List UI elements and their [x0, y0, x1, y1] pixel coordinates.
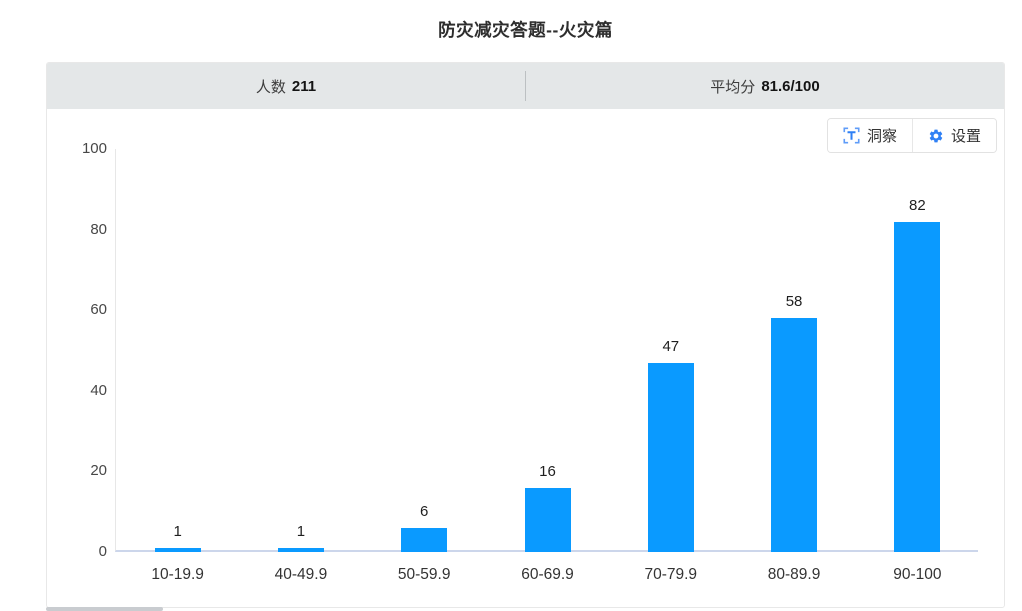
bar-value-label: 1	[296, 523, 306, 540]
insight-icon	[843, 127, 860, 144]
stat-respondents: 人数 211	[47, 63, 525, 109]
x-category-label: 80-89.9	[767, 566, 821, 583]
insight-button-label: 洞察	[866, 128, 897, 145]
horizontal-scrollbar-thumb[interactable]	[46, 607, 163, 611]
page-title: 防灾减灾答题--火灾篇	[438, 20, 613, 40]
x-category-label: 90-100	[893, 566, 942, 583]
y-tick-label: 60	[90, 301, 107, 319]
settings-button[interactable]: 设置	[911, 119, 996, 152]
bar[interactable]	[401, 528, 448, 552]
stats-bar: 人数 211 平均分 81.6/100	[47, 63, 1004, 109]
bar-chart: 1 10-19.9 1 40-49.9 6 50-59.9 16 60-69.9 47 70-79…	[47, 109, 1004, 607]
insight-button[interactable]: 洞察	[827, 119, 912, 152]
gear-icon	[929, 129, 943, 142]
bar-value-label: 58	[785, 293, 803, 310]
bar[interactable]	[771, 318, 818, 552]
bar[interactable]	[524, 488, 571, 552]
plot-area: 1 10-19.9 1 40-49.9 6 50-59.9 16 60-69.9 47 70-79…	[115, 149, 978, 583]
x-category-label: 60-69.9	[521, 566, 574, 583]
bar[interactable]	[647, 363, 694, 552]
bar-value-label: 6	[420, 503, 429, 520]
y-tick-label: 0	[98, 543, 107, 560]
stats-divider	[525, 71, 526, 101]
bar[interactable]	[277, 548, 324, 552]
y-tick-label: 80	[90, 220, 107, 238]
y-tick-label: 20	[90, 462, 107, 480]
stat-average-score-value: 81.6/100	[761, 77, 820, 95]
stat-average-score-label: 平均分	[710, 78, 756, 96]
bar-value-label: 16	[539, 463, 556, 480]
x-category-label: 70-79.9	[644, 566, 698, 583]
bar-value-label: 82	[909, 197, 926, 214]
x-category-label: 10-19.9	[151, 566, 204, 583]
stat-average-score: 平均分 81.6/100	[526, 63, 1004, 109]
stat-respondents-value: 211	[291, 77, 317, 95]
x-category-label: 40-49.9	[274, 566, 328, 583]
settings-button-label: 设置	[950, 128, 981, 145]
x-category-label: 50-59.9	[397, 566, 451, 583]
bar-value-label: 47	[662, 338, 680, 355]
y-tick-label: 40	[90, 381, 107, 399]
chart-toolbar: 洞察 设置	[826, 118, 997, 153]
bar[interactable]	[894, 222, 941, 552]
bar-value-label: 1	[173, 523, 182, 540]
bar[interactable]	[154, 548, 201, 552]
results-panel: 人数 211 平均分 81.6/100	[46, 62, 1005, 608]
stat-respondents-label: 人数	[255, 78, 286, 96]
y-tick-label: 100	[81, 140, 107, 157]
